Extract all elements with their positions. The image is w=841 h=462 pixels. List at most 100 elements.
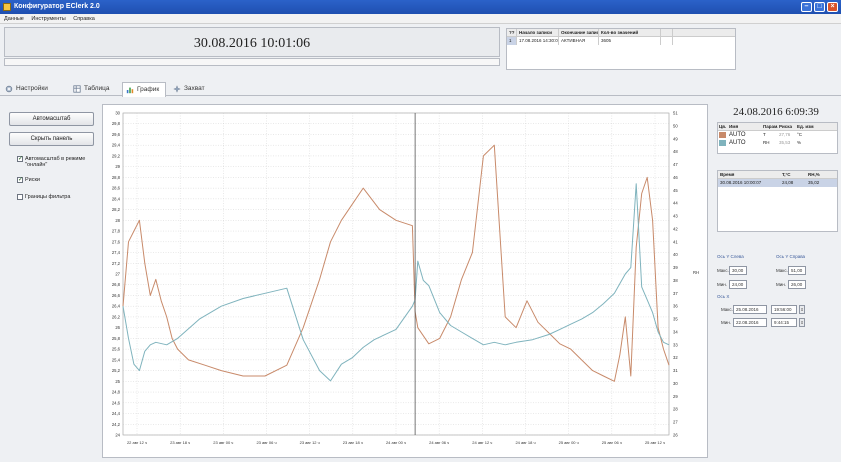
y-left-tick-label: 29	[115, 164, 120, 169]
hide-panel-button[interactable]: Скрыть панель	[9, 132, 94, 146]
minimize-button[interactable]: –	[801, 2, 812, 12]
x-tick-label: 24 авг 12 ч	[472, 440, 492, 445]
y-left-tick-label: 30	[115, 111, 120, 116]
y-right-tick-label: 44	[673, 201, 678, 206]
tab-chart[interactable]: График	[122, 82, 167, 97]
y-right-tick-label: 50	[673, 123, 678, 128]
y-right-tick-label: 39	[673, 265, 678, 270]
menu-tools[interactable]: Инструменты	[31, 16, 66, 22]
y-left-tick-label: 28,4	[112, 196, 121, 201]
x-tick-label: 23 авг 18 ч	[343, 440, 363, 445]
x-axis-title: Ось X	[717, 294, 730, 299]
checkbox-box[interactable]: ✓	[17, 156, 24, 162]
menu-data[interactable]: Данные	[4, 16, 24, 22]
series-color-swatch[interactable]	[719, 132, 726, 138]
records-col-count[interactable]: Кол-во значений	[599, 29, 661, 36]
checkbox-box[interactable]	[17, 194, 23, 200]
left-axis-min-input[interactable]: 24,00	[729, 280, 747, 289]
x-axis-min-date[interactable]: 22.08.2016	[733, 318, 767, 327]
y-left-tick-label: 29,8	[112, 121, 121, 126]
y-left-tick-label: 27,8	[112, 229, 121, 234]
left-axis-min-label: Мин.	[717, 282, 727, 287]
values-t: 24,08	[782, 180, 794, 185]
x-axis-max-spinner[interactable]: ⇕	[799, 305, 805, 314]
y-left-tick-label: 24,2	[112, 422, 121, 427]
legend-col-value: Риска	[779, 124, 793, 129]
x-tick-label: 25 авг 12 ч	[645, 440, 665, 445]
legend-row-temperature[interactable]: AUTO T 27,76 °C	[718, 131, 837, 139]
chart-area[interactable]: 30 29,8 29,6 29,4 29,2 29 28,8 28,6 28,4 28,2 28 27…	[102, 104, 708, 458]
y-left-tick-label: 28	[115, 218, 120, 223]
online-autoscale-checkbox[interactable]: ✓ Автомасштаб в режиме "онлайн"	[17, 156, 97, 168]
tab-table[interactable]: Таблица	[70, 82, 116, 96]
close-button[interactable]: ×	[827, 2, 838, 12]
tab-capture[interactable]: Захват	[170, 82, 211, 96]
values-col-time[interactable]: Время	[720, 172, 735, 177]
y-left-tick-label: 24	[115, 433, 120, 438]
y-left-tick-label: 24,6	[112, 400, 121, 405]
legend-unit: °C	[797, 132, 803, 137]
y-left-tick-label: 28,6	[112, 186, 121, 191]
x-tick-label: 24 авг 00 ч	[386, 440, 406, 445]
y-left-tick-label: 29,4	[112, 143, 121, 148]
x-axis-max-date[interactable]: 25.08.2016	[733, 305, 767, 314]
values-col-rh[interactable]: RH,%	[808, 172, 820, 177]
right-axis-max-label: Макс.	[776, 268, 788, 273]
legend-row-humidity[interactable]: AUTO RH 35,53 %	[718, 139, 837, 147]
series-color-swatch[interactable]	[719, 140, 726, 146]
right-axis-max-input[interactable]: 51,00	[788, 266, 806, 275]
x-axis-min-time[interactable]: 9:44:15	[771, 318, 797, 327]
tab-settings-label: Настройки	[16, 85, 48, 92]
chart-icon	[126, 87, 134, 94]
y-left-tick-label: 25,6	[112, 347, 121, 352]
temperature-series-line[interactable]	[122, 144, 670, 382]
records-table: ?? Начало записи Окончание записи Кол-во…	[506, 28, 736, 70]
y-left-tick-label: 26,8	[112, 282, 121, 287]
y-right-tick-label: 37	[673, 291, 678, 296]
records-col-end[interactable]: Окончание записи	[561, 29, 599, 36]
table-row[interactable]: 30.08.2016 10:00:07 24,08 35,02	[718, 179, 837, 187]
records-col-extra[interactable]	[661, 29, 673, 36]
line-chart[interactable]: 30 29,8 29,6 29,4 29,2 29 28,8 28,6 28,4 28,2 28 27…	[103, 105, 707, 457]
menu-help[interactable]: Справка	[73, 16, 95, 22]
y-right-tick-label: 33	[673, 342, 678, 347]
tab-settings[interactable]: Настройки	[2, 82, 54, 96]
window-titlebar: Конфигуратор EClerk 2.0 – □ ×	[0, 0, 841, 14]
humidity-series-line[interactable]	[122, 183, 670, 382]
table-row[interactable]: 1 17.08.2016 14:30:07 АКТИВНАЯ 3605	[507, 37, 735, 45]
y-right-tick-label: 38	[673, 278, 678, 283]
values-col-t[interactable]: T,°C	[782, 172, 791, 177]
checkbox-box[interactable]: ✓	[17, 177, 24, 183]
values-time: 30.08.2016 10:00:07	[720, 180, 762, 185]
table-icon	[73, 85, 81, 93]
y-left-tick-label: 25	[115, 379, 120, 384]
y-left-tick-label: 25,8	[112, 336, 121, 341]
records-col-start[interactable]: Начало записи	[517, 29, 559, 36]
y-left-tick-label: 24,8	[112, 390, 121, 395]
left-axis-max-input[interactable]: 30,00	[729, 266, 747, 275]
cursor-time: 24.08.2016 6:09:39	[733, 106, 819, 118]
right-axis-min-input[interactable]: 26,00	[788, 280, 806, 289]
x-tick-label: 23 авг 18 ч	[170, 440, 190, 445]
x-tick-label: 24 авг 06 ч	[429, 440, 449, 445]
y-right-tick-label: 47	[673, 162, 678, 167]
y-left-tick-label: 26,2	[112, 314, 121, 319]
maximize-button[interactable]: □	[814, 2, 825, 12]
x-axis-max-time[interactable]: 19:56:00	[771, 305, 797, 314]
legend-col-name: Имя	[729, 124, 739, 129]
x-axis-min-spinner[interactable]: ⇕	[799, 318, 805, 327]
records-header: ?? Начало записи Окончание записи Кол-во…	[507, 29, 735, 37]
series-legend: Цв. Имя Парам. Риска Ед. изм. AUTO T 27,…	[717, 122, 838, 154]
filter-bounds-checkbox[interactable]: Границы фильтра	[17, 194, 97, 200]
autoscale-button[interactable]: Автомасштаб	[9, 112, 94, 126]
ticks-checkbox[interactable]: ✓ Риски	[17, 177, 97, 183]
records-col-num[interactable]: ??	[507, 29, 517, 36]
y-right-tick-label: 27	[673, 420, 678, 425]
filter-bounds-label: Границы фильтра	[25, 194, 71, 200]
y-right-tick-label: 42	[673, 226, 678, 231]
app-icon	[3, 3, 11, 11]
ticks-label: Риски	[25, 177, 40, 183]
capture-icon	[173, 85, 181, 93]
y-right-tick-label: 49	[673, 136, 678, 141]
x-axis-settings: Ось X Макс. 25.08.2016 19:56:00 ⇕ Мин. 2…	[717, 294, 839, 334]
